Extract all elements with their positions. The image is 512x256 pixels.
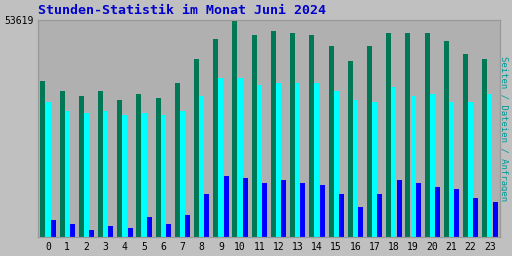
Bar bbox=[147, 217, 152, 237]
Bar bbox=[219, 78, 223, 237]
Bar bbox=[59, 91, 65, 237]
Bar bbox=[84, 113, 89, 237]
Bar bbox=[367, 46, 372, 237]
Bar bbox=[166, 224, 171, 237]
Bar bbox=[156, 98, 161, 237]
Bar bbox=[430, 94, 435, 237]
Bar bbox=[353, 100, 358, 237]
Bar bbox=[136, 94, 141, 237]
Bar bbox=[377, 194, 382, 237]
Bar bbox=[482, 59, 487, 237]
Bar bbox=[70, 224, 75, 237]
Bar bbox=[301, 183, 306, 237]
Bar bbox=[122, 115, 127, 237]
Bar bbox=[435, 187, 440, 237]
Bar bbox=[180, 111, 185, 237]
Bar bbox=[314, 83, 319, 237]
Bar bbox=[493, 202, 498, 237]
Bar bbox=[142, 113, 146, 237]
Bar bbox=[290, 33, 295, 237]
Bar bbox=[474, 198, 478, 237]
Bar bbox=[468, 102, 473, 237]
Bar bbox=[396, 180, 401, 237]
Bar bbox=[103, 111, 108, 237]
Bar bbox=[454, 189, 459, 237]
Text: Stunden-Statistik im Monat Juni 2024: Stunden-Statistik im Monat Juni 2024 bbox=[38, 4, 327, 17]
Bar bbox=[309, 35, 314, 237]
Bar bbox=[194, 59, 199, 237]
Bar bbox=[257, 85, 262, 237]
Bar bbox=[175, 83, 180, 237]
Bar bbox=[65, 111, 70, 237]
Bar bbox=[276, 83, 281, 237]
Bar bbox=[40, 81, 46, 237]
Bar bbox=[271, 30, 276, 237]
Bar bbox=[127, 228, 133, 237]
Bar bbox=[224, 176, 228, 237]
Bar bbox=[463, 55, 468, 237]
Bar bbox=[339, 194, 344, 237]
Bar bbox=[358, 207, 363, 237]
Bar bbox=[109, 226, 113, 237]
Bar bbox=[416, 183, 421, 237]
Bar bbox=[199, 96, 204, 237]
Bar bbox=[295, 83, 300, 237]
Bar bbox=[46, 102, 51, 237]
Bar bbox=[204, 194, 209, 237]
Bar bbox=[348, 61, 353, 237]
Bar bbox=[252, 35, 257, 237]
Bar bbox=[161, 115, 166, 237]
Bar bbox=[319, 185, 325, 237]
Y-axis label: Seiten / Dateien / Anfragen: Seiten / Dateien / Anfragen bbox=[499, 56, 508, 201]
Bar bbox=[185, 215, 190, 237]
Bar bbox=[391, 87, 396, 237]
Bar bbox=[386, 33, 391, 237]
Bar bbox=[98, 91, 103, 237]
Bar bbox=[411, 96, 416, 237]
Bar bbox=[424, 33, 430, 237]
Bar bbox=[281, 180, 286, 237]
Bar bbox=[372, 102, 377, 237]
Bar bbox=[243, 178, 248, 237]
Bar bbox=[444, 41, 449, 237]
Bar bbox=[79, 96, 84, 237]
Bar bbox=[334, 91, 339, 237]
Bar bbox=[232, 20, 238, 237]
Bar bbox=[487, 94, 493, 237]
Bar bbox=[329, 46, 333, 237]
Bar bbox=[449, 102, 454, 237]
Bar bbox=[89, 230, 94, 237]
Bar bbox=[238, 78, 243, 237]
Bar bbox=[406, 33, 410, 237]
Bar bbox=[117, 100, 122, 237]
Bar bbox=[213, 39, 218, 237]
Bar bbox=[51, 220, 56, 237]
Bar bbox=[262, 183, 267, 237]
